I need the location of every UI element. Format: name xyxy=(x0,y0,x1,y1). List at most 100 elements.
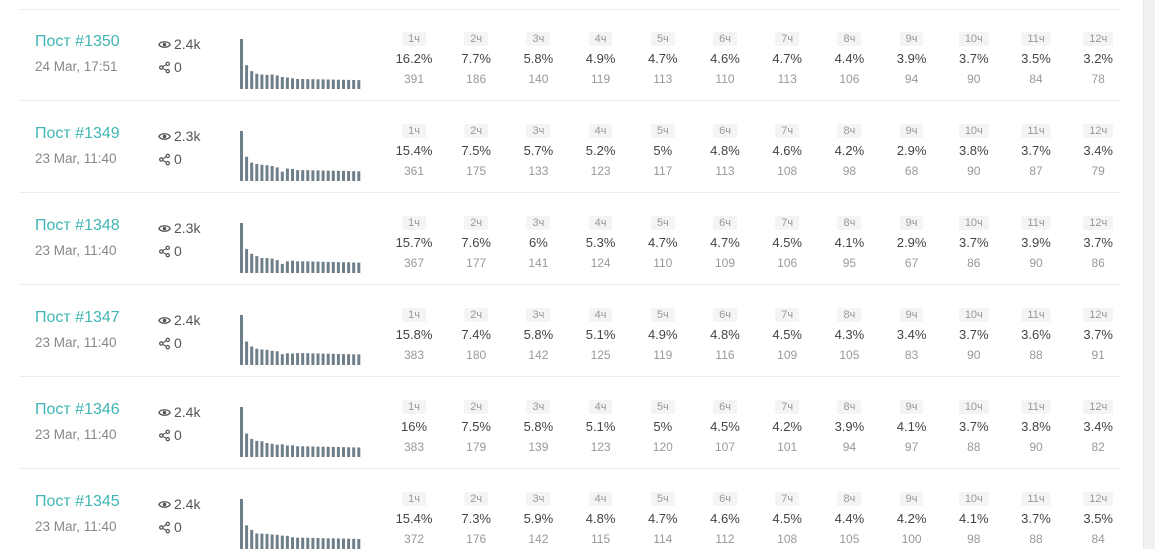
shares-count: 0 xyxy=(174,335,182,351)
hour-label: 5ч xyxy=(650,400,675,414)
hour-label: 8ч xyxy=(837,308,862,322)
hour-label: 7ч xyxy=(775,492,800,506)
hour-count: 105 xyxy=(839,348,860,362)
hour-percent: 4.2% xyxy=(896,511,927,526)
sparkline-bar xyxy=(270,443,274,457)
post-title-link[interactable]: Пост #1349 xyxy=(35,125,120,142)
hour-percent: 3.7% xyxy=(958,327,989,342)
hour-percent: 4.5% xyxy=(772,327,802,342)
sparkline-bar xyxy=(280,535,284,549)
hour-label: 6ч xyxy=(713,32,737,46)
hour-percent: 16% xyxy=(400,419,428,434)
sparkline-bar xyxy=(306,353,310,365)
shares-stat: 0 xyxy=(158,243,182,259)
hour-count: 117 xyxy=(653,164,673,178)
sparkline-bar xyxy=(270,74,274,89)
hour-count: 94 xyxy=(842,440,857,454)
hour-label: 2ч xyxy=(464,308,489,322)
sparkline-bar xyxy=(291,169,294,181)
sparkline-bar xyxy=(342,538,345,549)
hour-count: 120 xyxy=(652,440,673,454)
hour-count: 140 xyxy=(528,72,549,86)
sparkline-bar xyxy=(311,353,315,365)
hour-percent: 5.8% xyxy=(523,51,554,66)
hour-count: 84 xyxy=(1091,532,1105,546)
hour-percent: 5.1% xyxy=(585,419,616,434)
hour-column: 1ч 16.2% 391 xyxy=(384,9,444,101)
sparkline-bar xyxy=(280,77,284,89)
hour-count: 94 xyxy=(904,72,919,86)
hour-count: 106 xyxy=(839,72,860,86)
hour-count: 90 xyxy=(1029,440,1043,454)
hour-count: 78 xyxy=(1091,72,1105,86)
hour-column: 4ч 5.3% 124 xyxy=(571,193,631,285)
sparkline-bar xyxy=(265,533,269,549)
sparkline-bar xyxy=(342,354,345,365)
hour-label: 2ч xyxy=(464,492,489,506)
hour-count: 88 xyxy=(1029,348,1043,362)
sparkline-bar xyxy=(250,71,254,89)
sparkline-bar xyxy=(301,353,305,365)
views-count: 2.4k xyxy=(174,496,201,512)
sparkline-bar xyxy=(296,170,300,181)
hour-label: 1ч xyxy=(402,492,426,506)
sparkline-bar xyxy=(240,315,243,365)
hour-count: 84 xyxy=(1029,72,1043,86)
views-stat: 2.3k xyxy=(158,128,200,144)
scrollbar[interactable] xyxy=(1143,0,1155,549)
hour-label: 4ч xyxy=(588,216,613,230)
post-title-link[interactable]: Пост #1346 xyxy=(35,401,120,418)
hour-label: 6ч xyxy=(713,400,737,414)
hour-label: 5ч xyxy=(650,216,675,230)
hour-percent: 7.6% xyxy=(461,235,491,250)
post-row: Пост #1348 23 Mar, 11:40 2.3k 0 1ч 15.7% 367 2ч… xyxy=(0,193,1120,285)
hour-label: 10ч xyxy=(958,32,989,46)
sparkline-bar xyxy=(296,353,300,365)
hour-column: 5ч 5% 120 xyxy=(633,377,693,469)
sparkline-bar xyxy=(275,167,279,181)
sparkline-bar xyxy=(347,447,351,457)
hour-column: 3ч 5.7% 133 xyxy=(508,101,568,193)
hour-percent: 4.7% xyxy=(710,235,740,250)
hour-label: 7ч xyxy=(775,308,800,322)
post-title-link[interactable]: Пост #1345 xyxy=(35,493,120,510)
sparkline-bar xyxy=(311,170,315,181)
hour-label: 3ч xyxy=(526,400,551,414)
hour-count: 83 xyxy=(904,348,919,362)
hour-column: 1ч 16% 383 xyxy=(384,377,444,469)
post-title-link[interactable]: Пост #1350 xyxy=(35,33,120,50)
hour-count: 86 xyxy=(967,256,981,270)
sparkline-bar xyxy=(352,354,356,365)
hour-column: 10ч 3.7% 86 xyxy=(944,193,1004,285)
post-title-link[interactable]: Пост #1347 xyxy=(35,309,120,326)
post-title-link[interactable]: Пост #1348 xyxy=(35,217,120,234)
sparkline-bar xyxy=(336,354,340,365)
hour-percent: 4.1% xyxy=(958,511,989,526)
sparkline-bar xyxy=(260,258,264,273)
hour-column: 6ч 4.8% 116 xyxy=(695,285,755,377)
hour-label: 6ч xyxy=(713,216,737,230)
eye-icon xyxy=(158,224,171,232)
hour-label: 5ч xyxy=(650,492,675,506)
hour-column: 1ч 15.4% 372 xyxy=(384,469,444,549)
hour-count: 139 xyxy=(528,440,549,454)
hour-count: 114 xyxy=(653,532,673,546)
sparkline-bar xyxy=(270,258,274,273)
sparkline-bar xyxy=(331,79,335,89)
sparkline-bar xyxy=(291,78,294,89)
sparkline-bar xyxy=(270,534,274,549)
shares-stat: 0 xyxy=(158,427,182,443)
eye-icon xyxy=(158,408,171,416)
sparkline-bar xyxy=(270,350,274,365)
sparkline-bar xyxy=(250,162,254,181)
hour-column: 8ч 4.3% 105 xyxy=(819,285,879,377)
sparkline-bar xyxy=(342,447,345,457)
hour-percent: 7.4% xyxy=(461,327,491,342)
hour-label: 2ч xyxy=(464,32,489,46)
hour-label: 2ч xyxy=(464,400,489,414)
hour-column: 11ч 3.6% 88 xyxy=(1006,285,1066,377)
sparkline-bar xyxy=(240,131,243,181)
hour-column: 2ч 7.3% 176 xyxy=(446,469,506,549)
sparkline-bar xyxy=(311,79,315,89)
views-count: 2.4k xyxy=(174,404,201,420)
